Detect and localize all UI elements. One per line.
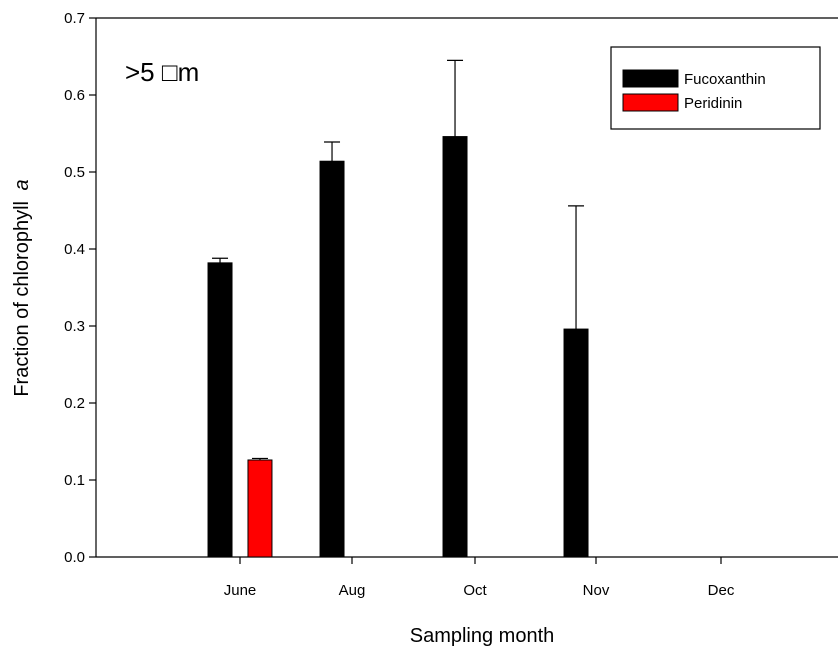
y-tick-label: 0.2 — [64, 395, 85, 412]
y-tick-label: 0.5 — [64, 164, 85, 181]
y-tick-label: 0.3 — [64, 318, 85, 335]
y-axis-title: Fraction of chlorophyll a — [11, 179, 33, 396]
legend-swatch-peridinin — [622, 93, 679, 112]
x-tick-label: Oct — [463, 582, 487, 599]
legend-label-fucoxanthin: Fucoxanthin — [684, 71, 766, 88]
y-tick-label: 0.6 — [64, 87, 85, 104]
bar-peridinin-june — [247, 459, 273, 558]
legend: Fucoxanthin Peridinin — [610, 46, 821, 130]
bars — [207, 136, 589, 558]
x-tick-label: Nov — [583, 582, 610, 599]
panel-label: >5 □m — [125, 57, 199, 87]
y-tick-label: 0.1 — [64, 472, 85, 489]
x-tick-label: Dec — [708, 582, 735, 599]
bar-fucoxanthin-aug — [319, 160, 345, 558]
y-axis-title-main: Fraction of chlorophyll — [11, 201, 33, 397]
legend-box — [610, 46, 821, 130]
bar-fucoxanthin-june — [207, 262, 233, 558]
bar-fucoxanthin-oct — [442, 136, 468, 558]
bar-fucoxanthin-nov — [563, 328, 589, 558]
y-axis-title-italic: a — [11, 179, 33, 190]
x-tick-label: Aug — [339, 582, 366, 599]
y-tick-label: 0.7 — [64, 10, 85, 27]
legend-swatch-fucoxanthin — [622, 69, 679, 88]
y-tick-label: 0.0 — [64, 549, 85, 566]
x-axis-title: Sampling month — [410, 625, 555, 647]
y-tick-label: 0.4 — [64, 241, 85, 258]
axes: 0.0 0.1 0.2 0.3 0.4 0.5 0.6 0.7 June Aug Oct Nov Dec — [64, 10, 838, 599]
error-bars — [212, 59, 585, 460]
x-tick-label: June — [224, 582, 257, 599]
legend-label-peridinin: Peridinin — [684, 95, 742, 112]
